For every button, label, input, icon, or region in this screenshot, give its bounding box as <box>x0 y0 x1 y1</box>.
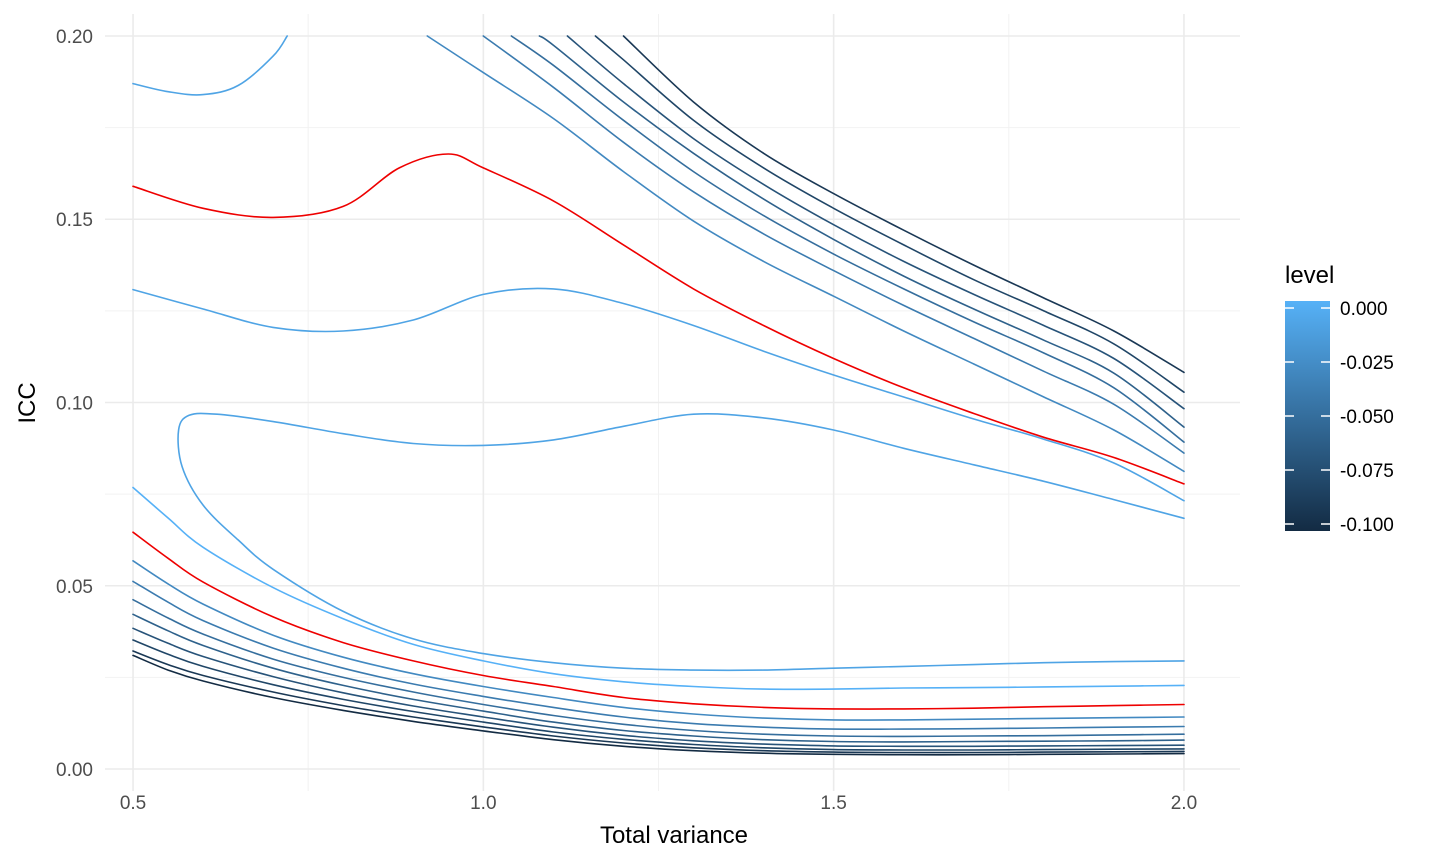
contour-line-14 <box>426 35 1185 473</box>
contour-line-8 <box>132 598 1185 738</box>
y-tick-label: 0.10 <box>56 394 93 415</box>
contour-line-3 <box>177 412 1185 672</box>
y-axis-title: ICC <box>14 382 41 423</box>
y-tick-label: 0.00 <box>56 760 93 781</box>
x-tick-label: 0.5 <box>120 793 146 814</box>
contour-line-9 <box>132 613 1185 743</box>
contour-line-2 <box>132 287 1185 502</box>
contour-lines <box>132 35 1185 756</box>
contour-line-10 <box>132 627 1185 748</box>
legend-label: 0.000 <box>1340 299 1388 320</box>
contour-line-18 <box>566 35 1185 410</box>
contour-line-13 <box>132 654 1185 756</box>
x-axis-title: Total variance <box>600 822 748 849</box>
contour-line-11 <box>132 639 1185 751</box>
contour-line-1 <box>132 153 1185 485</box>
contour-line-12 <box>132 650 1185 754</box>
x-tick-label: 1.5 <box>820 793 846 814</box>
y-tick-label: 0.20 <box>56 27 93 48</box>
legend-title: level <box>1285 262 1334 289</box>
legend: level 0.000 -0.025 -0.050 -0.075 -0.100 <box>1285 262 1394 536</box>
contour-line-0 <box>132 35 288 96</box>
legend-label: -0.025 <box>1340 353 1394 374</box>
contour-line-15 <box>482 35 1185 454</box>
x-tick-label: 1.0 <box>470 793 496 814</box>
major-gridlines <box>105 14 1240 791</box>
contour-line-16 <box>510 35 1185 443</box>
x-axis-tick-labels: 0.5 1.0 1.5 2.0 <box>120 793 1197 814</box>
legend-label: -0.050 <box>1340 407 1394 428</box>
y-tick-label: 0.05 <box>56 577 93 598</box>
legend-label: -0.100 <box>1340 515 1394 536</box>
x-tick-label: 2.0 <box>1171 793 1197 814</box>
contour-line-17 <box>538 35 1185 428</box>
contour-line-7 <box>132 580 1185 731</box>
minor-gridlines <box>105 14 1240 791</box>
contour-line-6 <box>132 560 1185 721</box>
legend-label: -0.075 <box>1340 461 1394 482</box>
contour-line-4 <box>132 486 1185 691</box>
y-tick-label: 0.15 <box>56 210 93 231</box>
contour-line-20 <box>622 35 1185 374</box>
contour-line-5 <box>132 531 1185 710</box>
y-axis-tick-labels: 0.00 0.05 0.10 0.15 0.20 <box>56 27 93 781</box>
legend-ticks: 0.000 -0.025 -0.050 -0.075 -0.100 <box>1285 299 1394 536</box>
contour-line-19 <box>594 35 1185 393</box>
